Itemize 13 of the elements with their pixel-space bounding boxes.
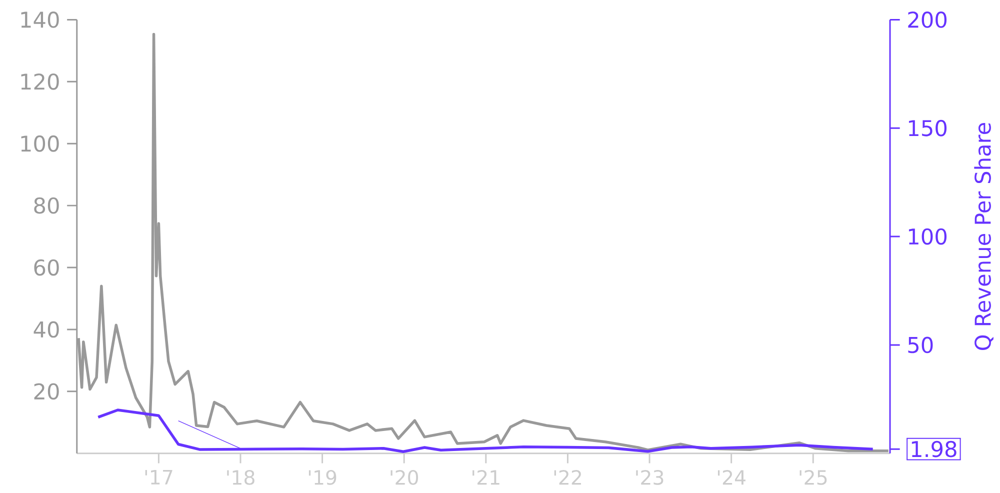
y2-tick-label: 200 [908,12,947,28]
y-tick-label: 20 [34,383,59,400]
y-tick-label: 40 [34,321,59,338]
y-tick-label: 80 [34,197,59,214]
y2-tick-label: 150 [908,120,947,136]
y2-tick-label: 1.98 [912,440,956,458]
y-tick-label: 140 [21,12,59,28]
y-tick-label: 60 [34,259,59,276]
y2-axis-title: Q Revenue Per Share [974,123,994,350]
y-tick-label: 100 [21,136,59,152]
y-tick-label: 120 [21,74,59,90]
y2-tick-label: 100 [908,228,947,245]
y2-tick-label: 50 [908,336,933,354]
